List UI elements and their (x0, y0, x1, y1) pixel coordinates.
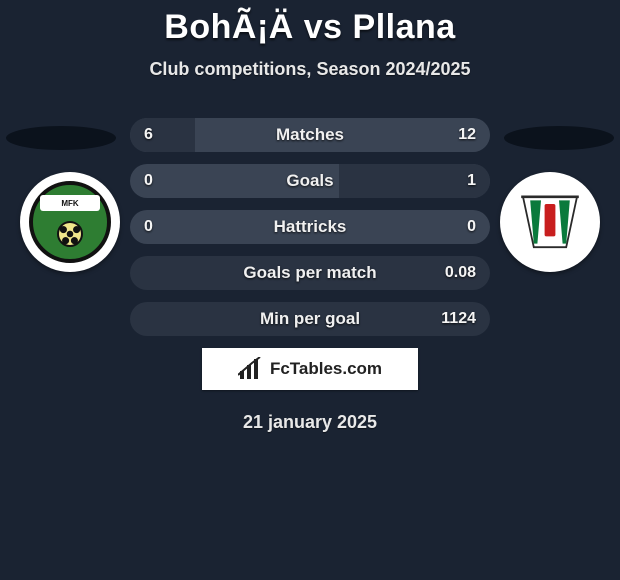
stat-value-right: 1 (467, 172, 476, 190)
stat-row: Hattricks0 0 (130, 210, 490, 244)
stat-bar-left (130, 118, 195, 152)
stat-value-left: 0 (144, 172, 153, 190)
stat-row: Goals per match0.08 (130, 256, 490, 290)
comparison-card: BohÃ¡Ä vs Pllana Club competitions, Seas… (0, 0, 620, 580)
stat-value-right: 0 (467, 218, 476, 236)
crest-left-banner-top: MFK (61, 199, 78, 208)
stat-label: Goals per match (130, 263, 490, 283)
stat-row: Matches612 (130, 118, 490, 152)
stat-label: Hattricks (130, 217, 490, 237)
crest-left: MFK (29, 181, 111, 263)
stat-value-left: 0 (144, 218, 153, 236)
badge-shadow-left (6, 126, 116, 150)
stats-container: Matches612Goals01Hattricks00Goals per ma… (130, 118, 490, 336)
brand-text: FcTables.com (270, 359, 382, 379)
bar-chart-icon (238, 357, 264, 381)
badge-shadow-right (504, 126, 614, 150)
page-title: BohÃ¡Ä vs Pllana (0, 8, 620, 47)
subtitle: Club competitions, Season 2024/2025 (0, 59, 620, 80)
stat-row: Min per goal1124 (130, 302, 490, 336)
club-badge-left: MFK (20, 172, 120, 272)
stat-value-right: 0.08 (445, 264, 476, 282)
club-badge-right (500, 172, 600, 272)
pennant-icon (505, 177, 595, 267)
footer-date: 21 january 2025 (0, 412, 620, 433)
stat-row: Goals01 (130, 164, 490, 198)
stat-value-right: 1124 (441, 310, 476, 328)
stat-label: Min per goal (130, 309, 490, 329)
crest-left-banner: MFK (40, 195, 100, 211)
brand-box[interactable]: FcTables.com (202, 348, 418, 390)
stat-value-left: 6 (144, 126, 153, 144)
soccer-ball-icon (57, 221, 83, 247)
crest-right (505, 177, 595, 267)
stat-value-right: 12 (458, 126, 476, 144)
